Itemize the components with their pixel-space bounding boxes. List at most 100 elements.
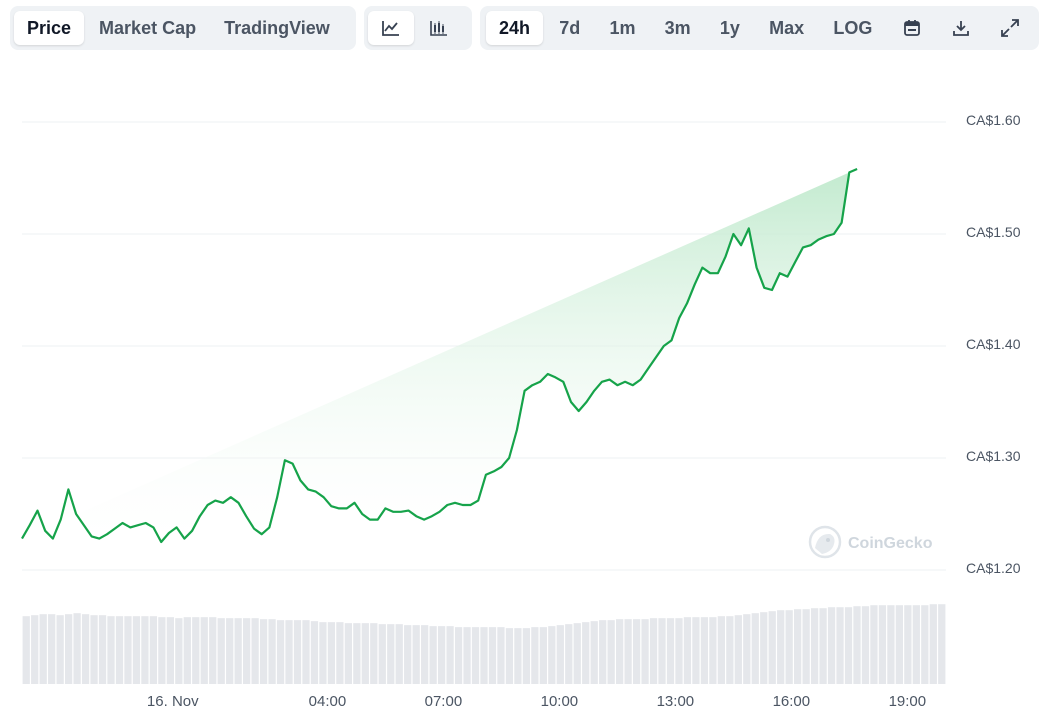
- tab-price[interactable]: Price: [14, 11, 85, 45]
- x-tick-label: 10:00: [541, 693, 579, 710]
- volume-bar: [827, 607, 836, 684]
- volume-bar: [573, 623, 581, 684]
- volume-bar: [548, 626, 556, 684]
- volume-bar: [522, 628, 531, 684]
- volume-bar: [582, 622, 590, 684]
- volume-bar: [870, 605, 878, 684]
- volume-bar: [887, 605, 895, 684]
- volume-bar: [22, 616, 30, 684]
- volume-bar: [48, 614, 56, 684]
- volume-bar: [302, 620, 310, 684]
- fullscreen-button[interactable]: [987, 11, 1033, 45]
- candlestick-chart-button[interactable]: [416, 11, 462, 45]
- volume-bar: [149, 616, 158, 684]
- x-tick-label: 19:00: [889, 693, 927, 710]
- volume-bar: [810, 608, 819, 684]
- volume-bar: [454, 627, 463, 684]
- volume-bar: [497, 627, 505, 684]
- volume-bar: [861, 606, 870, 684]
- volume-bar: [929, 604, 937, 684]
- volume-bar: [378, 624, 386, 684]
- volume-bar: [819, 608, 827, 684]
- volume-bar: [268, 619, 276, 684]
- volume-bar: [683, 617, 692, 684]
- volume-bar: [310, 621, 319, 684]
- volume-bar: [98, 615, 107, 684]
- x-tick-label: 16. Nov: [147, 693, 199, 710]
- volume-bar: [649, 618, 658, 684]
- volume-bar: [709, 617, 717, 684]
- volume-bar: [370, 623, 378, 684]
- volume-bar: [938, 604, 946, 684]
- volume-bar: [802, 609, 810, 684]
- volume-bar: [480, 627, 488, 684]
- volume-bar: [794, 609, 802, 684]
- date-picker-button[interactable]: [889, 11, 935, 45]
- volume-bar: [463, 627, 471, 684]
- volume-bar: [132, 616, 141, 684]
- watermark: CoinGecko: [808, 525, 933, 559]
- volume-bar: [166, 617, 174, 684]
- volume-bar: [226, 618, 234, 684]
- volume-bar: [107, 616, 115, 684]
- chart-type-tabs: Price Market Cap TradingView: [10, 6, 356, 50]
- volume-bar: [31, 615, 39, 684]
- y-axis: CA$1.20 CA$1.30 CA$1.40 CA$1.50 CA$1.60: [966, 112, 1021, 576]
- volume-bar: [768, 611, 776, 684]
- tab-market-cap[interactable]: Market Cap: [99, 17, 197, 38]
- volume-bar: [158, 617, 166, 684]
- volume-bar: [607, 620, 615, 684]
- range-24h[interactable]: 24h: [486, 11, 544, 45]
- volume-bar: [921, 605, 929, 684]
- chart-style-group: [364, 6, 472, 50]
- download-icon: [951, 19, 971, 37]
- volume-bar: [429, 626, 437, 684]
- volume-bar: [615, 619, 624, 684]
- tab-tradingview[interactable]: TradingView: [224, 17, 330, 38]
- volume-bar: [209, 617, 217, 684]
- download-button[interactable]: [938, 11, 984, 45]
- log-scale-toggle[interactable]: LOG: [833, 17, 873, 38]
- volume-bar: [192, 617, 200, 684]
- volume-bar: [73, 613, 81, 684]
- volume-bar: [844, 607, 853, 684]
- volume-bar: [743, 614, 751, 684]
- volume-bar: [895, 605, 904, 684]
- volume-bar: [692, 617, 700, 684]
- volume-bar: [539, 627, 547, 684]
- coingecko-logo-icon: [808, 525, 842, 559]
- volume-bar: [293, 620, 302, 684]
- range-7d[interactable]: 7d: [559, 17, 581, 38]
- expand-icon: [1000, 18, 1020, 38]
- volume-bar: [437, 626, 446, 684]
- calendar-icon: [903, 19, 921, 37]
- range-max[interactable]: Max: [769, 17, 805, 38]
- volume-bar: [471, 627, 480, 684]
- range-1m[interactable]: 1m: [609, 17, 636, 38]
- volume-bar: [666, 618, 675, 684]
- volume-bar: [124, 616, 132, 684]
- volume-bar: [251, 618, 259, 684]
- volume-bar: [336, 622, 344, 684]
- volume-bar: [658, 618, 666, 684]
- volume-bar: [777, 610, 785, 684]
- volume-bar: [285, 620, 293, 684]
- y-tick-label: CA$1.60: [966, 112, 1021, 128]
- volume-bar: [234, 618, 242, 684]
- x-tick-label: 07:00: [425, 693, 463, 710]
- range-3m[interactable]: 3m: [664, 17, 691, 38]
- volume-bar: [353, 623, 361, 684]
- range-1y[interactable]: 1y: [719, 17, 740, 38]
- volume-bar: [590, 621, 598, 684]
- volume-bar: [344, 623, 353, 684]
- volume-bar: [624, 619, 632, 684]
- volume-bar: [39, 614, 47, 684]
- volume-bar: [675, 618, 683, 684]
- volume-bar: [599, 620, 607, 684]
- volume-bar: [734, 615, 742, 684]
- volume-bar: [259, 619, 268, 684]
- volume-bar: [404, 625, 412, 684]
- volume-bar: [785, 610, 793, 684]
- line-chart-button[interactable]: [368, 11, 414, 45]
